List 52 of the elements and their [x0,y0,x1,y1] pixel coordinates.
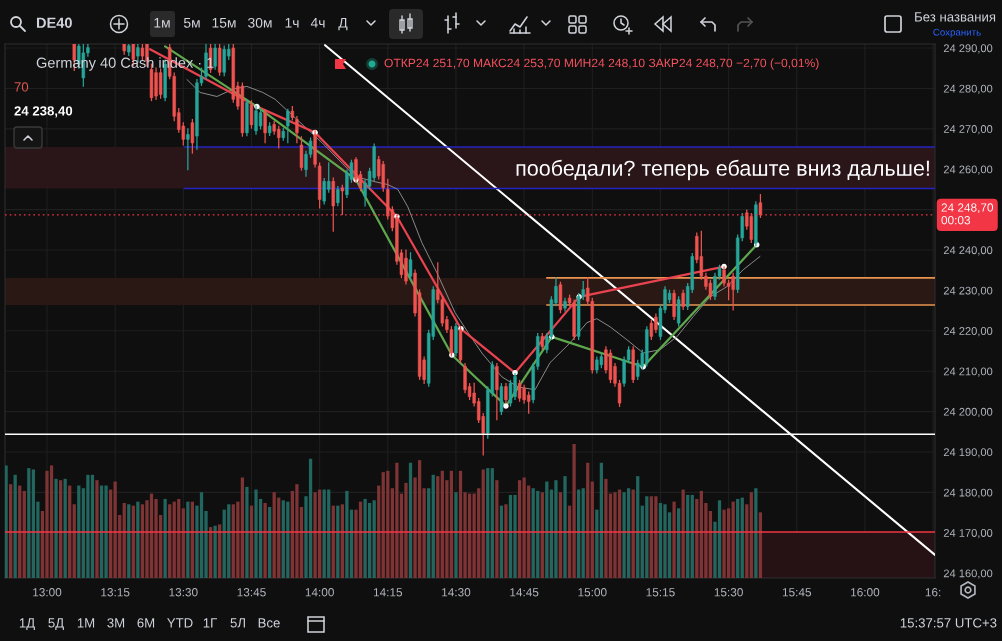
text: 1Г [203,618,217,628]
y-tick-label: 24 210,00 [943,367,993,377]
x-tick-label: 13:00 [33,588,62,597]
x-tick-label: 15:30 [714,588,743,597]
y-tick-label: 24 190,00 [943,448,993,458]
text: 6М [137,618,155,628]
x-tick-label: 13:30 [169,588,198,597]
x-tick-label: 16:00 [851,588,880,597]
text: 4ч [310,18,325,28]
annotation: 24 238,40 [14,106,73,118]
text: YTD [167,618,193,628]
text: 15м [212,18,236,28]
y-tick-label: 24 260,00 [943,165,993,175]
y-tick-label: 24 200,00 [943,407,993,418]
y-tick-label: 24 270,00 [943,125,993,135]
ref-line-label: 24 248,70 00:03 [941,203,994,225]
text: 1М [77,618,95,628]
text: 5Д [48,618,64,631]
y-tick-label: 24 160,00 [943,569,993,579]
y-tick-label: 24 290,00 [943,44,993,54]
text: Сохранить [933,28,981,38]
text: 1м [154,18,170,28]
x-tick-label: 14:30 [442,588,471,597]
y-tick-label: 24 170,00 [943,529,993,539]
text: 1ч [285,18,299,28]
text: Без названия [915,12,996,22]
x-tick-label: 13:45 [237,588,266,597]
x-tick-label: 13:15 [101,588,130,597]
text: ОТКР24 251,70 МАКС24 253,70 МИН24 248,10 ЗАКР24 248,70 −2,70 (−0,01%) [384,58,819,70]
x-tick-label: 14:15 [373,588,403,597]
x-tick-label: 16: [925,588,941,597]
annotation: пообедали? теперь ебаште вниз дальше! [516,159,929,181]
x-tick-label: 15:45 [782,588,812,597]
text: 5Л [230,618,245,628]
x-tick-label: 15:15 [646,588,675,597]
y-tick-label: 24 180,00 [943,488,993,498]
text: 3М [107,618,125,628]
x-tick-label: 14:00 [305,588,334,597]
y-tick-label: 24 240,00 [943,246,993,256]
text: Все [258,618,280,628]
y-tick-label: 24 230,00 [943,286,993,296]
text: DE40 [36,17,72,28]
y-tick-label: 24 280,00 [943,84,993,94]
annotation: 70 [14,82,29,92]
text: 1Д [19,618,35,631]
text: 15:37:57 UTC+3 [900,618,997,628]
x-tick-label: 14:45 [510,588,539,597]
text: 5м [183,18,200,28]
text: Д [338,18,348,31]
y-tick-label: 24 220,00 [943,327,993,337]
text: 30м [248,17,272,28]
x-tick-label: 15:00 [578,588,607,597]
